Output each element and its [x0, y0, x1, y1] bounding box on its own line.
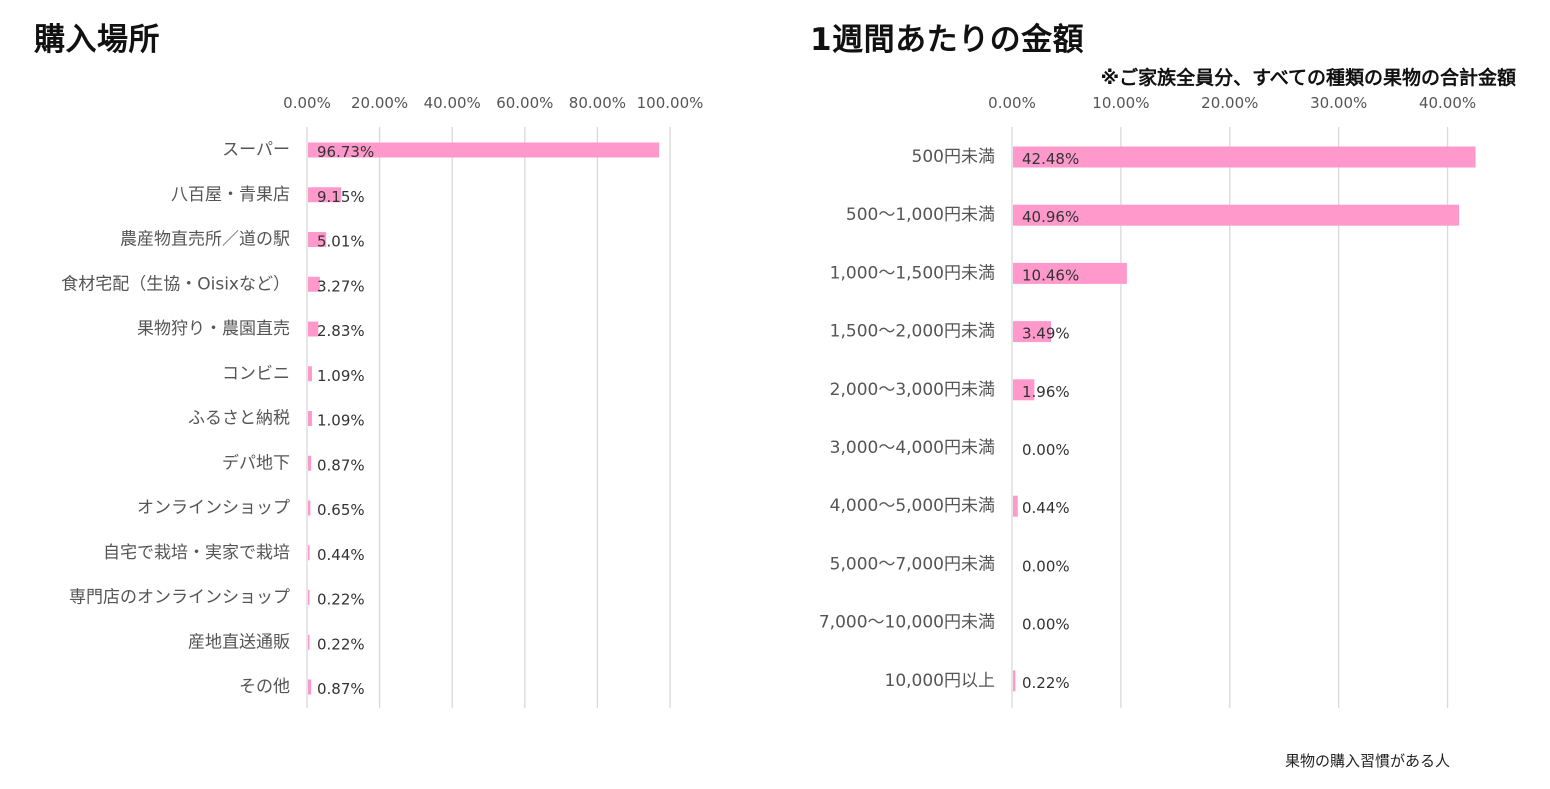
amount-data-label: 40.96%: [1022, 208, 1079, 226]
amount-data-label: 0.00%: [1022, 557, 1070, 575]
place-bar: [308, 411, 312, 426]
place-tick-label: 40.00%: [424, 94, 481, 112]
place-category-label: オンラインショップ: [137, 498, 290, 518]
amount-tick-label: 20.00%: [1201, 94, 1258, 112]
place-category-label: デパ地下: [222, 452, 290, 473]
amount-bar: [1013, 670, 1016, 692]
place-tick-label: 100.00%: [637, 94, 704, 112]
place-data-label: 1.09%: [317, 412, 365, 430]
amount-category-label: 2,000〜3,000円未満: [830, 380, 995, 400]
place-data-label: 9.15%: [317, 188, 365, 206]
amount-data-label: 1.96%: [1022, 383, 1070, 401]
amount-data-label: 42.48%: [1022, 150, 1079, 168]
amount-data-label: 10.46%: [1022, 266, 1079, 284]
amount-data-label: 0.00%: [1022, 441, 1070, 459]
place-bar: [308, 187, 342, 203]
place-category-label: 農産物直売所／道の駅: [120, 230, 290, 250]
amount-tick-label: 0.00%: [988, 94, 1036, 112]
place-data-label: 0.87%: [317, 456, 365, 474]
place-bar: [308, 276, 320, 292]
place-tick-label: 0.00%: [283, 94, 331, 112]
place-bar: [308, 455, 312, 471]
place-bar: [308, 232, 327, 247]
amount-category-label: 3,000〜4,000円未満: [830, 438, 995, 458]
place-bar: [308, 634, 310, 650]
place-bar: [308, 545, 310, 561]
amount-data-label: 3.49%: [1022, 325, 1070, 343]
place-data-label: 5.01%: [317, 233, 365, 251]
amount-data-label: 0.44%: [1022, 499, 1070, 517]
place-data-label: 0.44%: [317, 546, 365, 564]
amount-category-label: 10,000円以上: [885, 671, 995, 691]
amount-category-label: 1,000〜1,500円未満: [830, 263, 995, 283]
place-bar: [308, 321, 319, 337]
amount-bar: [1013, 321, 1052, 343]
amount-bar: [1013, 146, 1476, 168]
chart-title-purchase-place: 購入場所: [34, 22, 160, 58]
chart-title-weekly-amount: 1週間あたりの金額: [810, 22, 1085, 58]
amount-tick-label: 10.00%: [1092, 94, 1149, 112]
amount-tick-label: 40.00%: [1419, 94, 1476, 112]
amount-category-label: 500円未満: [912, 147, 995, 167]
place-tick-label: 20.00%: [351, 94, 408, 112]
chart-subtitle-weekly-amount: ※ご家族全員分、すべての種類の果物の合計金額: [1100, 67, 1516, 89]
footnote: 果物の購入習慣がある人: [1284, 752, 1450, 770]
place-category-label: 自宅で栽培・実家で栽培: [103, 543, 290, 563]
place-category-label: 果物狩り・農園直売: [137, 319, 290, 339]
place-data-label: 2.83%: [317, 322, 365, 340]
place-data-label: 0.22%: [317, 591, 365, 609]
amount-data-label: 0.00%: [1022, 616, 1070, 634]
place-category-label: 専門店のオンラインショップ: [69, 588, 290, 608]
place-bar: [308, 590, 310, 605]
amount-category-label: 500〜1,000円未満: [846, 205, 995, 225]
place-bar: [308, 142, 660, 158]
place-category-label: 八百屋・青果店: [171, 185, 290, 205]
place-category-label: 食材宅配（生協・Oisixなど）: [61, 274, 290, 294]
amount-tick-label: 30.00%: [1310, 94, 1367, 112]
place-category-label: スーパー: [222, 140, 290, 160]
amount-category-label: 7,000〜10,000円未満: [819, 613, 995, 633]
place-category-label: 産地直送通販: [188, 632, 290, 652]
amount-bar: [1013, 495, 1018, 517]
place-data-label: 0.87%: [317, 680, 365, 698]
place-tick-label: 80.00%: [569, 94, 626, 112]
place-data-label: 0.22%: [317, 635, 365, 653]
amount-category-label: 1,500〜2,000円未満: [830, 322, 995, 342]
place-bar: [308, 500, 311, 516]
place-category-label: コンビニ: [222, 364, 290, 384]
place-category-label: ふるさと納税: [188, 409, 290, 429]
amount-category-label: 4,000〜5,000円未満: [830, 496, 995, 516]
amount-bar: [1013, 262, 1127, 284]
amount-category-label: 5,000〜7,000円未満: [830, 554, 995, 574]
place-category-label: その他: [239, 677, 290, 697]
amount-bar: [1013, 379, 1035, 401]
place-bar: [308, 366, 312, 382]
amount-data-label: 0.22%: [1022, 674, 1070, 692]
place-data-label: 3.27%: [317, 277, 365, 295]
place-data-label: 1.09%: [317, 367, 365, 385]
place-data-label: 0.65%: [317, 501, 365, 519]
place-tick-label: 60.00%: [496, 94, 553, 112]
amount-bar: [1013, 204, 1460, 226]
place-data-label: 96.73%: [317, 143, 374, 161]
place-bar: [308, 679, 312, 695]
